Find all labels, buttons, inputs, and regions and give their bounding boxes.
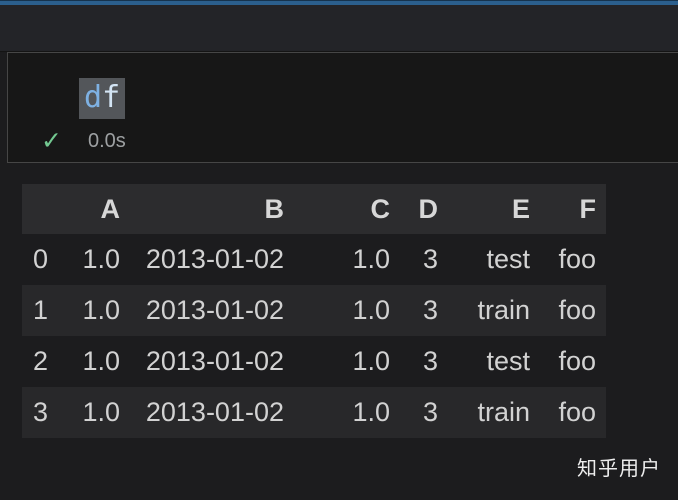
table-cell: 1.0 <box>82 295 120 325</box>
row-index-cell: 1 <box>32 295 48 325</box>
column-header-d: D <box>418 193 439 224</box>
row-index-cell: 3 <box>32 397 48 427</box>
table-cell: train <box>477 397 530 427</box>
execution-time-label: 0.0s <box>88 130 126 152</box>
table-cell: foo <box>558 244 596 274</box>
column-header-f: F <box>579 193 597 224</box>
table-header-row: A B C D E F <box>22 184 606 234</box>
table-cell: 2013-01-02 <box>145 397 284 427</box>
cell-execution-status: ✓ 0.0s <box>8 129 678 154</box>
table-row: 0 1.0 2013-01-02 1.0 3 test foo <box>22 234 606 285</box>
table-cell: train <box>477 295 530 325</box>
table-cell: 3 <box>422 244 438 274</box>
table-cell: 1.0 <box>82 397 120 427</box>
table-cell: 3 <box>422 346 438 376</box>
column-header-b: B <box>264 193 285 224</box>
row-index-cell: 2 <box>32 346 48 376</box>
table-cell: 3 <box>422 295 438 325</box>
code-token: f <box>102 80 121 115</box>
table-row: 2 1.0 2013-01-02 1.0 3 test foo <box>22 336 606 387</box>
table-cell: 1.0 <box>352 397 390 427</box>
table-cell: 3 <box>422 397 438 427</box>
editor-tab-bar <box>0 5 678 52</box>
column-header-a: A <box>100 193 121 224</box>
table-cell: foo <box>558 397 596 427</box>
notebook-code-cell[interactable]: df ✓ 0.0s <box>7 52 678 163</box>
selected-code-text: df <box>79 78 126 119</box>
check-icon: ✓ <box>41 127 62 155</box>
row-index-cell: 0 <box>32 244 48 274</box>
dataframe-output-table: A B C D E F 0 1.0 2013-01-02 1.0 3 test … <box>22 184 606 438</box>
table-cell: 1.0 <box>352 244 390 274</box>
table-row: 3 1.0 2013-01-02 1.0 3 train foo <box>22 387 606 438</box>
table-cell: foo <box>558 346 596 376</box>
table-cell: 1.0 <box>82 346 120 376</box>
column-header-index <box>22 184 58 234</box>
table-cell: 1.0 <box>352 295 390 325</box>
table-cell: 2013-01-02 <box>145 295 284 325</box>
zhihu-user-watermark: 知乎用户 <box>577 458 661 480</box>
table-cell: test <box>486 346 530 376</box>
table-cell: 2013-01-02 <box>145 346 284 376</box>
table-cell: 2013-01-02 <box>145 244 284 274</box>
table-cell: 1.0 <box>82 244 120 274</box>
code-editor-line[interactable]: df <box>8 78 678 119</box>
table-cell: test <box>486 244 530 274</box>
code-token: d <box>84 80 103 115</box>
table-cell: 1.0 <box>352 346 390 376</box>
column-header-e: E <box>511 193 530 224</box>
column-header-c: C <box>370 193 391 224</box>
table-cell: foo <box>558 295 596 325</box>
table-row: 1 1.0 2013-01-02 1.0 3 train foo <box>22 285 606 336</box>
window-accent-bar <box>0 0 678 5</box>
